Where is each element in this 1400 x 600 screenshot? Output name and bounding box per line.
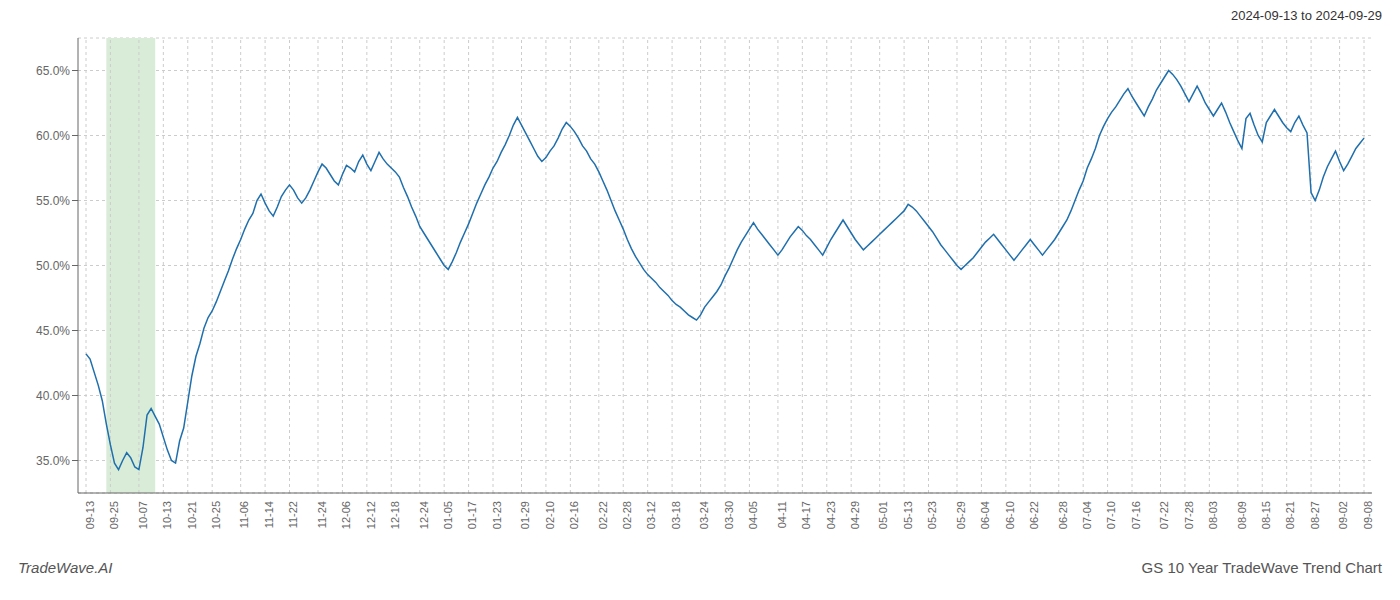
svg-text:08-27: 08-27 bbox=[1309, 501, 1321, 529]
svg-text:09-08: 09-08 bbox=[1362, 501, 1374, 529]
html-text:GS 10 Year TradeWave Trend Cha: GS 10 Year TradeWave Trend Chart bbox=[1141, 559, 1382, 576]
svg-text:04-17: 04-17 bbox=[800, 501, 812, 529]
svg-text:10-25: 10-25 bbox=[210, 501, 222, 529]
svg-text:12-06: 12-06 bbox=[340, 501, 352, 529]
svg-text:06-04: 06-04 bbox=[979, 501, 991, 529]
svg-text:10-13: 10-13 bbox=[161, 501, 173, 529]
svg-text:12-18: 12-18 bbox=[389, 501, 401, 529]
svg-text:04-29: 04-29 bbox=[849, 501, 861, 529]
html-text:2024-09-13 to 2024-09-29: 2024-09-13 to 2024-09-29 bbox=[1230, 8, 1382, 23]
svg-text:03-18: 03-18 bbox=[670, 501, 682, 529]
svg-text:03-24: 03-24 bbox=[698, 501, 710, 529]
svg-text:09-25: 09-25 bbox=[108, 501, 120, 529]
svg-text:11-24: 11-24 bbox=[316, 501, 328, 528]
svg-text:12-24: 12-24 bbox=[418, 501, 430, 529]
svg-text:08-09: 08-09 bbox=[1236, 501, 1248, 529]
svg-text:35.0%: 35.0% bbox=[36, 454, 70, 468]
svg-text:04-11: 04-11 bbox=[776, 501, 788, 528]
svg-text:03-12: 03-12 bbox=[645, 501, 657, 529]
svg-text:05-13: 05-13 bbox=[902, 501, 914, 529]
svg-text:07-22: 07-22 bbox=[1158, 501, 1170, 529]
svg-text:01-05: 01-05 bbox=[442, 501, 454, 529]
svg-text:07-28: 07-28 bbox=[1183, 501, 1195, 529]
svg-text:65.0%: 65.0% bbox=[36, 64, 70, 78]
svg-text:12-12: 12-12 bbox=[365, 501, 377, 529]
svg-text:09-02: 09-02 bbox=[1337, 501, 1349, 529]
svg-text:08-03: 08-03 bbox=[1207, 501, 1219, 529]
svg-text:01-23: 01-23 bbox=[491, 501, 503, 529]
svg-text:01-17: 01-17 bbox=[466, 501, 478, 529]
svg-text:07-16: 07-16 bbox=[1130, 501, 1142, 529]
svg-text:05-01: 05-01 bbox=[877, 501, 889, 529]
svg-text:50.0%: 50.0% bbox=[36, 259, 70, 273]
svg-text:11-22: 11-22 bbox=[287, 501, 299, 528]
svg-text:08-21: 08-21 bbox=[1284, 501, 1296, 529]
svg-text:10-07: 10-07 bbox=[137, 501, 149, 529]
svg-text:09-13: 09-13 bbox=[84, 501, 96, 529]
svg-text:45.0%: 45.0% bbox=[36, 324, 70, 338]
svg-text:02-10: 02-10 bbox=[544, 501, 556, 529]
svg-text:06-28: 06-28 bbox=[1057, 501, 1069, 529]
svg-text:06-10: 06-10 bbox=[1004, 501, 1016, 529]
svg-text:04-05: 04-05 bbox=[747, 501, 759, 529]
svg-text:11-06: 11-06 bbox=[238, 501, 250, 528]
svg-text:02-28: 02-28 bbox=[621, 501, 633, 529]
svg-text:07-10: 07-10 bbox=[1105, 501, 1117, 529]
svg-text:01-29: 01-29 bbox=[519, 501, 531, 529]
svg-text:05-29: 05-29 bbox=[955, 501, 967, 529]
svg-text:40.0%: 40.0% bbox=[36, 389, 70, 403]
svg-text:06-22: 06-22 bbox=[1028, 501, 1040, 529]
svg-text:07-04: 07-04 bbox=[1081, 501, 1093, 529]
svg-text:10-21: 10-21 bbox=[186, 501, 198, 529]
svg-text:02-16: 02-16 bbox=[568, 501, 580, 529]
svg-text:04-23: 04-23 bbox=[825, 501, 837, 529]
svg-text:11-14: 11-14 bbox=[263, 501, 275, 528]
svg-text:55.0%: 55.0% bbox=[36, 194, 70, 208]
svg-text:03-30: 03-30 bbox=[723, 501, 735, 529]
html-text:TradeWave.AI: TradeWave.AI bbox=[18, 559, 113, 576]
svg-text:08-15: 08-15 bbox=[1260, 501, 1272, 529]
svg-text:02-22: 02-22 bbox=[597, 501, 609, 529]
svg-text:60.0%: 60.0% bbox=[36, 129, 70, 143]
svg-text:05-23: 05-23 bbox=[926, 501, 938, 529]
